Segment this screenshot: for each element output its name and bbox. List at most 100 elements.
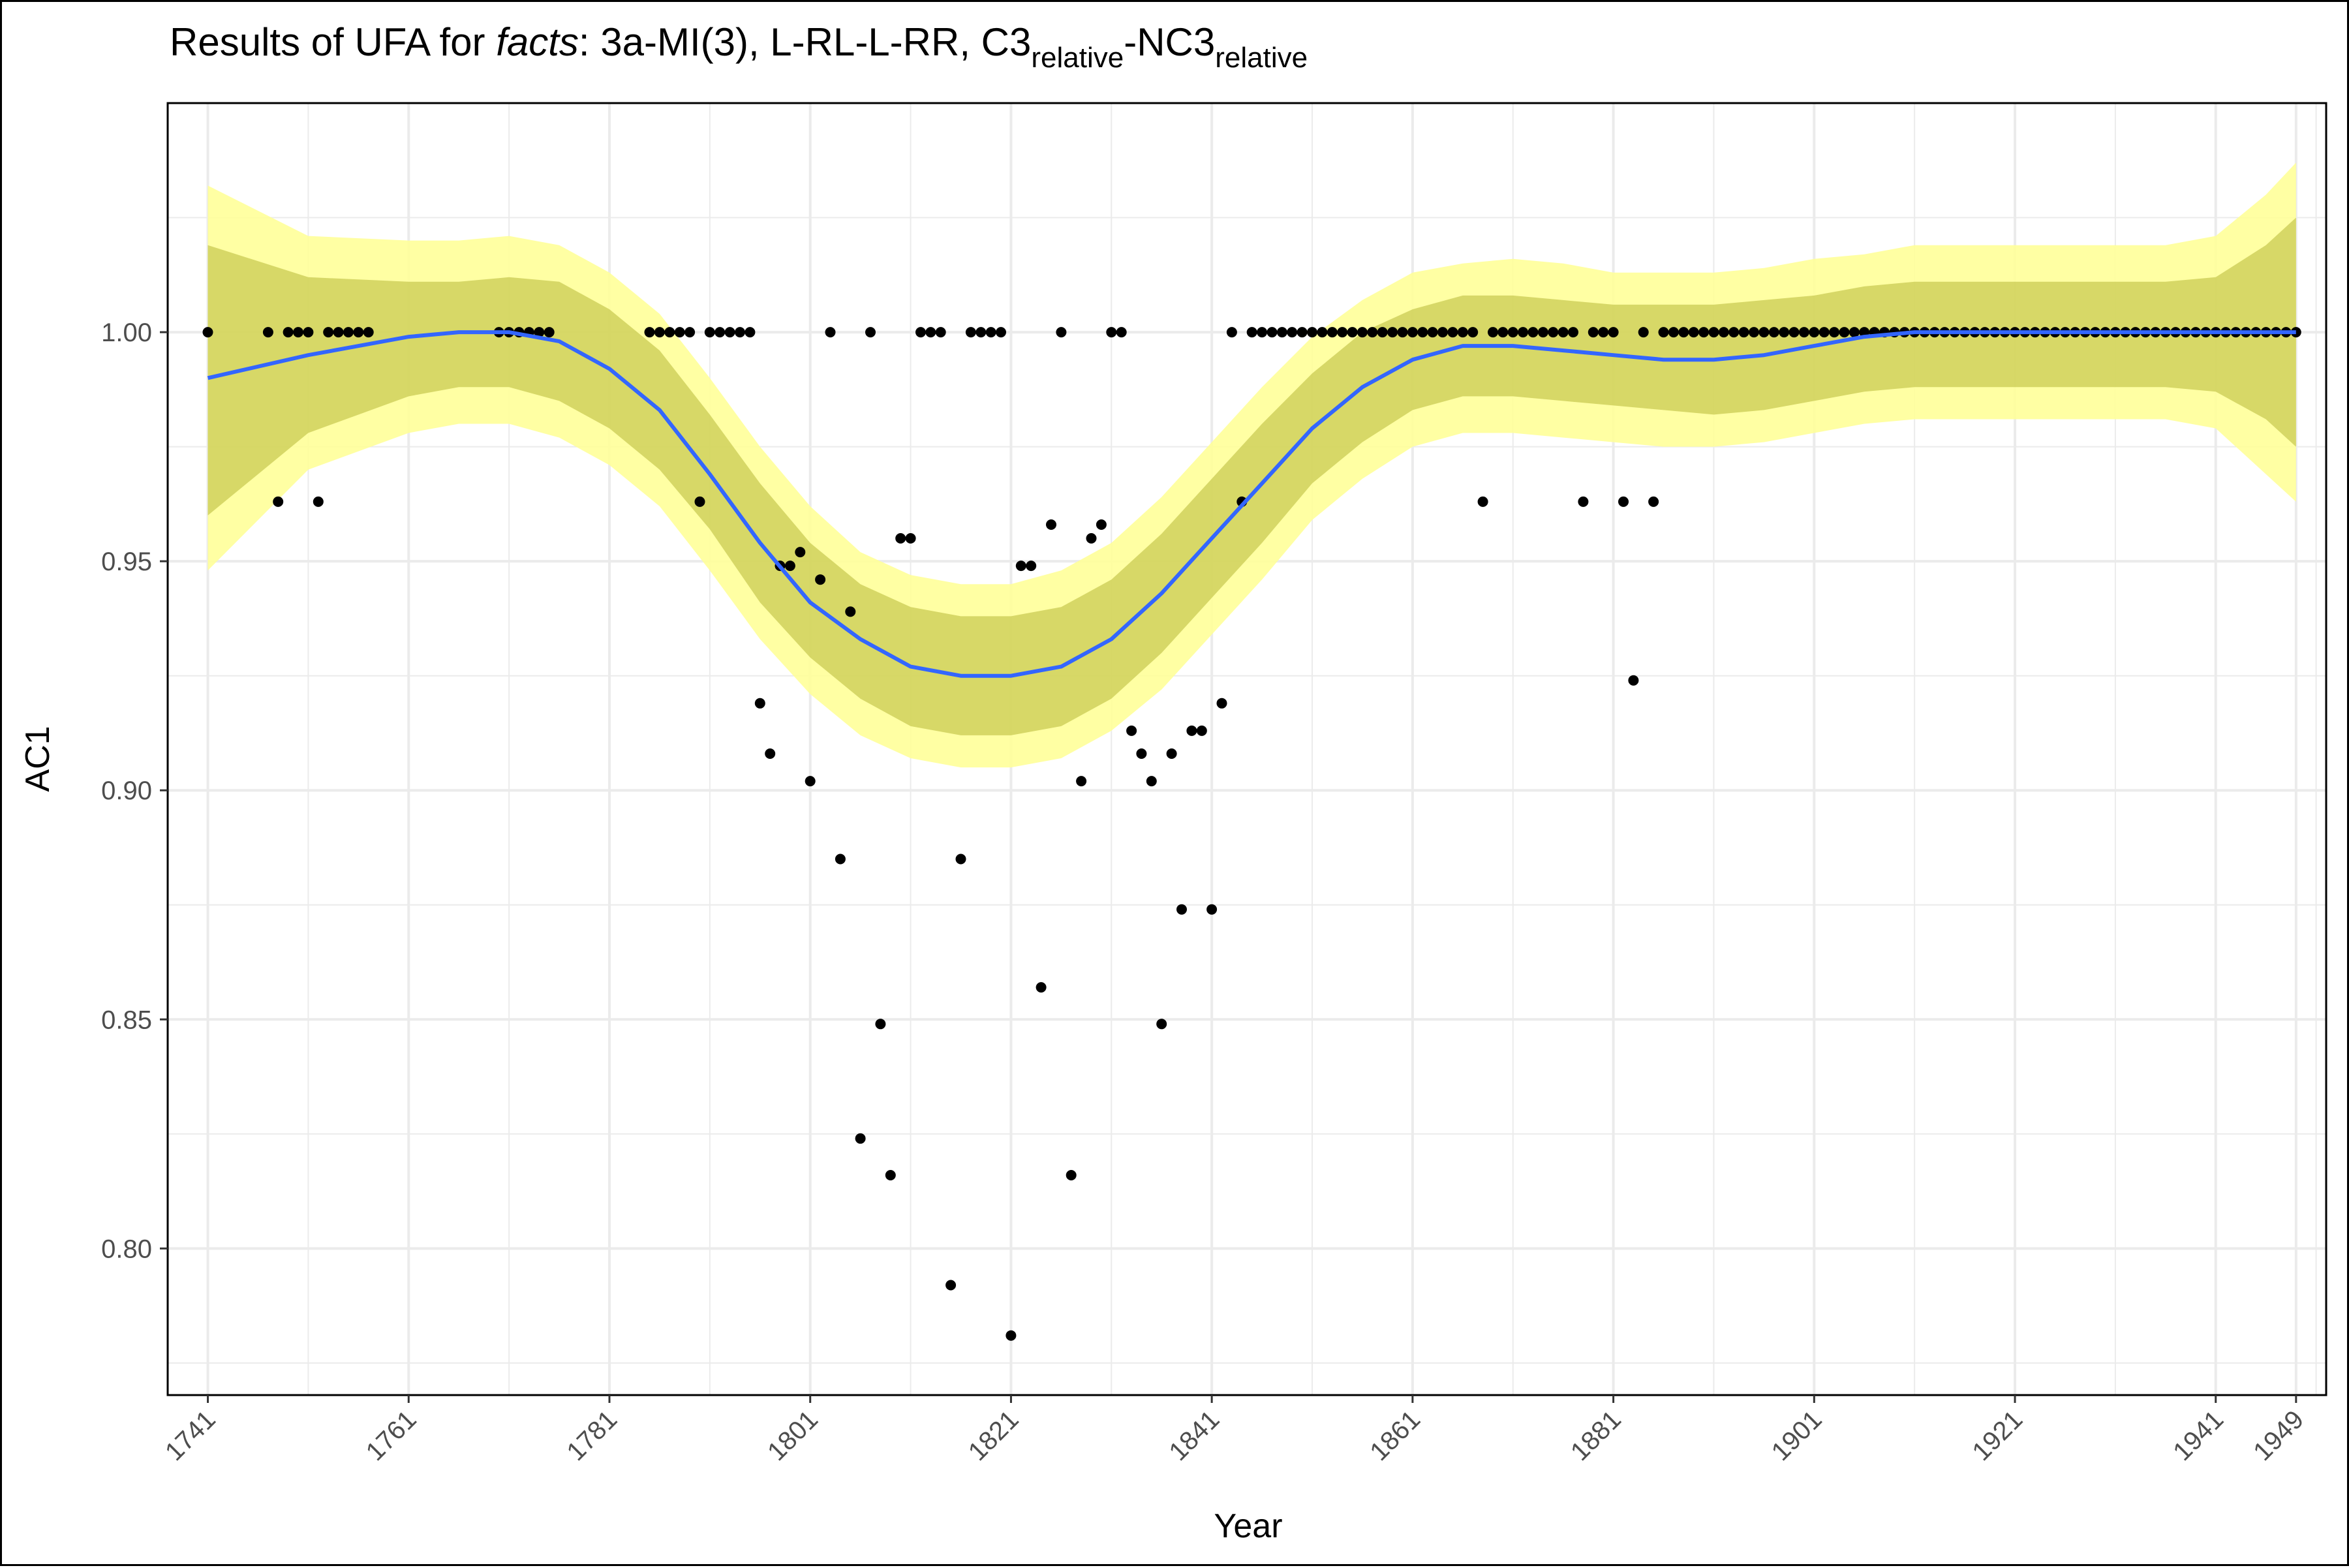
- data-point: [262, 327, 273, 338]
- data-point: [805, 776, 816, 787]
- data-point: [1798, 327, 1809, 338]
- data-point: [1327, 327, 1338, 338]
- data-point: [1166, 748, 1177, 759]
- data-point: [1297, 327, 1308, 338]
- data-point: [313, 496, 324, 507]
- data-point: [1668, 327, 1679, 338]
- data-point: [1588, 327, 1599, 338]
- inner-confidence-band: [207, 217, 2296, 735]
- data-point: [1026, 561, 1037, 572]
- data-point: [1678, 327, 1689, 338]
- data-point: [875, 1019, 886, 1030]
- data-point: [1457, 327, 1468, 338]
- data-point: [1397, 327, 1408, 338]
- data-point: [825, 327, 836, 338]
- data-point: [1738, 327, 1749, 338]
- data-point: [1267, 327, 1278, 338]
- data-point: [996, 327, 1006, 338]
- data-point: [1598, 327, 1609, 338]
- smooth-line: [207, 330, 2296, 678]
- data-point: [1056, 327, 1067, 338]
- data-point: [674, 327, 685, 338]
- data-point: [1257, 327, 1268, 338]
- data-point: [1367, 327, 1378, 338]
- x-tick-label: 1949: [2248, 1405, 2309, 1466]
- data-point: [724, 327, 735, 338]
- data-point: [1568, 327, 1578, 338]
- data-point: [1347, 327, 1358, 338]
- data-point: [1116, 327, 1127, 338]
- y-tick-label: 0.95: [101, 547, 152, 576]
- data-point: [1768, 327, 1779, 338]
- data-point: [1779, 327, 1790, 338]
- data-point: [845, 606, 856, 617]
- y-axis-title: AC1: [19, 726, 57, 792]
- y-tick-label: 1.00: [101, 318, 152, 347]
- data-point: [1488, 327, 1498, 338]
- data-point: [1447, 327, 1458, 338]
- data-point: [885, 1170, 896, 1180]
- data-point: [1357, 327, 1368, 338]
- data-point: [1829, 327, 1840, 338]
- y-axis: 0.80 0.85 0.90 0.95 1.00: [101, 318, 168, 1263]
- data-point: [1467, 327, 1479, 338]
- data-point: [1708, 327, 1719, 338]
- data-point: [915, 327, 926, 338]
- title-sub2: relative: [1215, 42, 1308, 74]
- data-point: [895, 533, 906, 544]
- data-point: [965, 327, 976, 338]
- data-point: [1146, 776, 1157, 787]
- data-point: [1608, 327, 1619, 338]
- x-tick-label: 1741: [160, 1405, 221, 1466]
- data-point: [754, 698, 765, 709]
- confidence-bands: [207, 162, 2296, 768]
- data-point: [644, 327, 655, 338]
- data-point: [905, 533, 916, 544]
- data-point: [1497, 327, 1509, 338]
- y-tick-label: 0.85: [101, 1006, 152, 1034]
- data-point: [1015, 561, 1026, 572]
- x-tick-label: 1801: [762, 1405, 823, 1466]
- data-point: [955, 853, 966, 865]
- panel-border: [166, 102, 2327, 1396]
- data-point: [1728, 327, 1740, 338]
- data-point: [1688, 327, 1699, 338]
- data-point: [1136, 748, 1147, 759]
- x-axis-title: Year: [1214, 1507, 1282, 1545]
- data-point: [1337, 327, 1348, 338]
- x-axis: 1741 1761 1781 1801 1821 1841 1861 1881 1901 1921…: [160, 1395, 2309, 1466]
- data-point: [1156, 1019, 1167, 1030]
- data-point: [202, 327, 213, 338]
- data-point: [1578, 496, 1589, 507]
- data-point: [1507, 327, 1518, 338]
- x-tick-label: 1881: [1565, 1405, 1627, 1466]
- data-point: [1317, 327, 1328, 338]
- x-tick-label: 1761: [361, 1405, 422, 1466]
- x-tick-label: 1841: [1163, 1405, 1225, 1466]
- data-point: [855, 1133, 866, 1144]
- data-point: [1216, 698, 1227, 709]
- data-point: [293, 327, 303, 338]
- data-point: [935, 327, 946, 338]
- data-point: [975, 327, 987, 338]
- data-point: [283, 327, 294, 338]
- data-point: [1407, 327, 1418, 338]
- data-point: [1176, 904, 1187, 915]
- data-point: [664, 327, 675, 338]
- data-point: [704, 327, 715, 338]
- data-point: [985, 327, 996, 338]
- data-point: [1809, 327, 1820, 338]
- data-point: [1086, 533, 1097, 544]
- data-point: [303, 327, 314, 338]
- data-point: [1036, 982, 1047, 993]
- data-point: [865, 327, 876, 338]
- data-point: [1417, 327, 1428, 338]
- title-italic: facts: [496, 20, 579, 64]
- data-point: [1106, 327, 1117, 338]
- data-point: [1477, 496, 1488, 507]
- data-point: [323, 327, 334, 338]
- data-point: [654, 327, 665, 338]
- chart-title: Results of UFA for facts: 3a-MI(3), L-RL…: [170, 20, 1308, 74]
